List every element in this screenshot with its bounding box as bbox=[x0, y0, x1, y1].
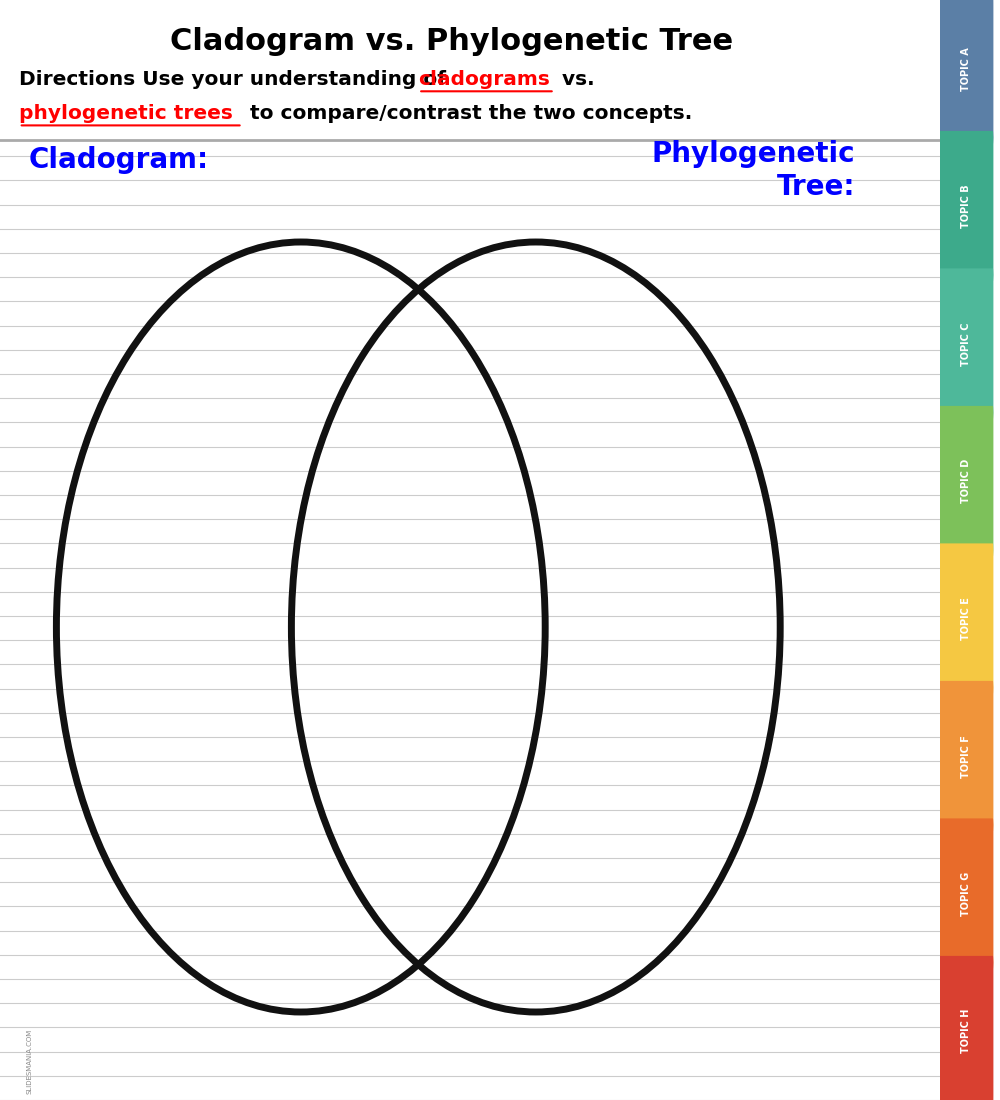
Text: TOPIC B: TOPIC B bbox=[961, 185, 971, 228]
Text: to compare/contrast the two concepts.: to compare/contrast the two concepts. bbox=[243, 103, 692, 123]
FancyBboxPatch shape bbox=[939, 268, 993, 419]
FancyBboxPatch shape bbox=[939, 406, 993, 557]
Text: TOPIC H: TOPIC H bbox=[961, 1009, 971, 1054]
Text: TOPIC D: TOPIC D bbox=[961, 459, 971, 504]
Text: TOPIC G: TOPIC G bbox=[961, 871, 971, 916]
Text: Cladogram:: Cladogram: bbox=[28, 145, 208, 174]
Text: TOPIC A: TOPIC A bbox=[961, 47, 971, 90]
Text: Directions Use your understanding of: Directions Use your understanding of bbox=[19, 69, 453, 89]
FancyBboxPatch shape bbox=[939, 681, 993, 832]
FancyBboxPatch shape bbox=[939, 543, 993, 694]
Text: TOPIC E: TOPIC E bbox=[961, 597, 971, 640]
Text: vs.: vs. bbox=[555, 69, 594, 89]
Text: TOPIC F: TOPIC F bbox=[961, 735, 971, 778]
FancyBboxPatch shape bbox=[939, 818, 993, 969]
FancyBboxPatch shape bbox=[939, 0, 993, 144]
Text: cladograms: cladograms bbox=[418, 69, 550, 89]
Text: Phylogenetic
Tree:: Phylogenetic Tree: bbox=[652, 141, 855, 200]
FancyBboxPatch shape bbox=[939, 131, 993, 282]
Text: phylogenetic trees: phylogenetic trees bbox=[19, 103, 233, 123]
Text: TOPIC C: TOPIC C bbox=[961, 322, 971, 365]
FancyBboxPatch shape bbox=[939, 956, 993, 1100]
Text: Cladogram vs. Phylogenetic Tree: Cladogram vs. Phylogenetic Tree bbox=[170, 28, 733, 56]
Text: SLIDESMANIA.COM: SLIDESMANIA.COM bbox=[26, 1030, 32, 1094]
